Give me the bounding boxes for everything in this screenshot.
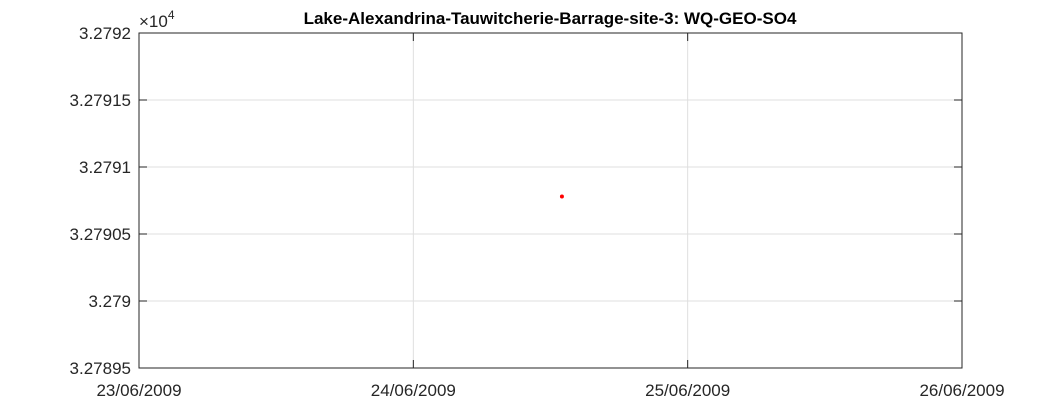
plot-frame [138,32,963,369]
y-tick-label: 3.27915 [70,91,131,110]
y-tick-labels: 3.2792 3.27915 3.2791 3.27905 3.279 3.27895 [70,24,131,378]
y-exponent-base: ×10 [139,12,168,31]
plot-background [139,33,962,368]
x-tick-label: 24/06/2009 [371,381,456,400]
y-exponent-label: ×104 [139,8,175,31]
x-tick-label: 26/06/2009 [919,381,1004,400]
x-tick-label: 23/06/2009 [96,381,181,400]
grid [139,33,962,368]
y-exponent-power: 4 [168,8,175,22]
data-point [559,194,564,199]
y-tick-label: 3.2792 [79,24,131,43]
y-tick-label: 3.2791 [79,158,131,177]
x-tick-labels: 23/06/2009 24/06/2009 25/06/2009 26/06/2009 [96,381,1004,400]
y-tick-label: 3.27895 [70,359,131,378]
data-points [559,194,564,199]
x-tick-label: 25/06/2009 [645,381,730,400]
y-tick-label: 3.27905 [70,225,131,244]
chart-title: Lake-Alexandrina-Tauwitcherie-Barrage-si… [304,9,797,28]
y-tick-label: 3.279 [88,292,131,311]
